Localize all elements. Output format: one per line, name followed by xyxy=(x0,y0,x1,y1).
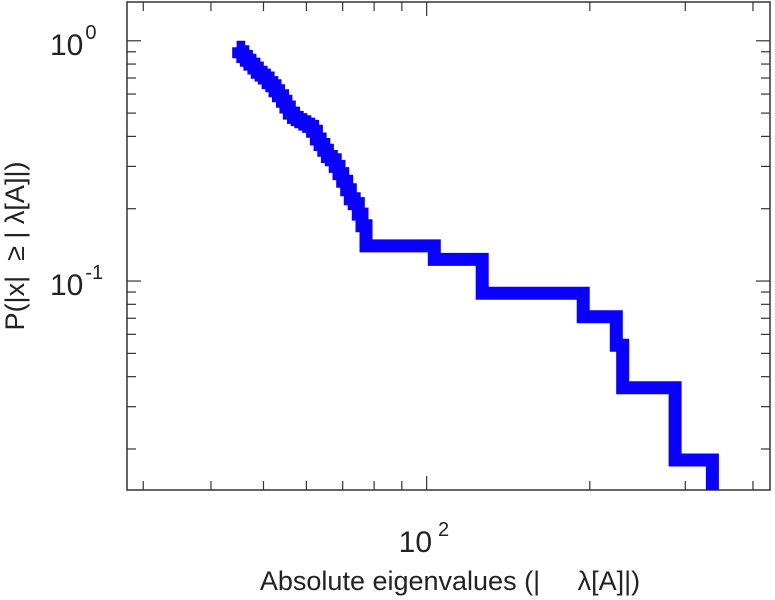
x-tick-label: 10 2 xyxy=(399,519,450,559)
y-axis-label: P(|x| ≥ | λ[A]|) xyxy=(0,162,30,331)
series-line xyxy=(232,40,719,490)
y-minor-ticks xyxy=(127,40,770,450)
x-tick-labels: 10 2 xyxy=(399,519,450,559)
y-tick-label: 10 -1 xyxy=(50,262,103,302)
plot-frame xyxy=(126,1,771,491)
y-tick-label: 10 0 xyxy=(50,22,97,62)
series-layer xyxy=(232,40,719,490)
x-minor-ticks xyxy=(142,2,754,490)
x-axis-label: Absolute eigenvalues (| λ[A]|) xyxy=(260,566,640,596)
